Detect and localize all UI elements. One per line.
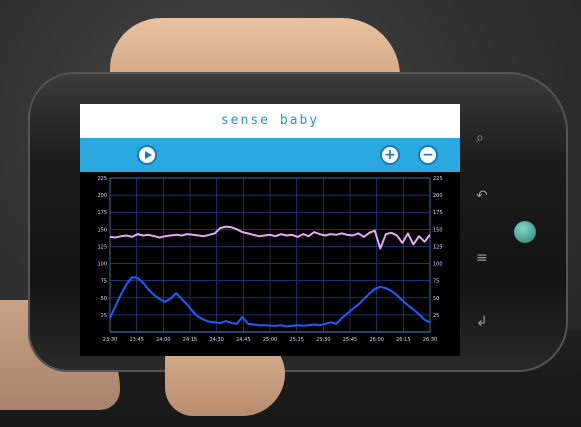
x-tick-label: 26:00 (369, 337, 383, 343)
back-icon[interactable]: ↶ (476, 188, 488, 204)
y-tick-label-left: 175 (97, 210, 107, 216)
y-tick-label-right: 100 (433, 262, 443, 268)
y-tick-label-right: 25 (433, 313, 439, 319)
home-icon[interactable]: ↲ (476, 314, 488, 330)
y-tick-label-left: 50 (101, 296, 107, 302)
zoom-in-button[interactable]: + (380, 145, 400, 165)
y-tick-label-right: 150 (433, 227, 443, 233)
y-tick-label-right: 50 (433, 296, 439, 302)
play-icon (145, 151, 152, 159)
hardware-softkeys: ⌕ ↶ ≡ ↲ (470, 118, 500, 338)
x-tick-label: 25:15 (289, 337, 303, 343)
app-logo: sense baby (221, 113, 319, 128)
y-tick-label-left: 150 (97, 227, 107, 233)
zoom-out-icon: − (422, 147, 434, 163)
menu-icon[interactable]: ≡ (476, 250, 488, 266)
x-tick-label: 25:45 (343, 337, 357, 343)
chart-panel[interactable]: 225 225 200 200 175 175 150 150 125 125 100 100 75 75… (80, 172, 460, 356)
x-tick-label: 24:00 (156, 337, 170, 343)
brand-text: sense baby (220, 113, 320, 128)
y-tick-label-left: 200 (97, 193, 107, 199)
app-toolbar: + − (80, 138, 460, 172)
y-tick-label-right: 175 (433, 210, 443, 216)
series-line-lower (109, 276, 431, 328)
x-tick-label: 24:15 (183, 337, 197, 343)
series-line-upper (109, 225, 431, 250)
x-tick-label: 24:45 (236, 337, 250, 343)
phone-screen: sense baby + − 225 225 200 200 175 175 150 150 1… (80, 104, 460, 356)
x-tick-label: 23:30 (103, 337, 117, 343)
play-button[interactable] (137, 145, 157, 165)
y-tick-label-left: 100 (97, 262, 107, 268)
y-tick-label-right: 225 (433, 176, 443, 182)
line-chart: 225 225 200 200 175 175 150 150 125 125 100 100 75 75… (97, 176, 443, 343)
y-tick-label-left: 125 (97, 244, 107, 250)
y-tick-label-left: 225 (97, 176, 107, 182)
y-tick-label-right: 200 (433, 193, 443, 199)
x-tick-label: 25:30 (316, 337, 330, 343)
zoom-out-button[interactable]: − (418, 145, 438, 165)
x-tick-label: 26:15 (396, 337, 410, 343)
zoom-in-icon: + (384, 147, 396, 163)
x-tick-label: 24:30 (209, 337, 223, 343)
search-icon[interactable]: ⌕ (476, 130, 484, 146)
app-header: sense baby (80, 104, 460, 138)
y-tick-label-right: 125 (433, 244, 443, 250)
trackball[interactable] (514, 221, 536, 243)
x-tick-label: 23:45 (129, 337, 143, 343)
x-tick-label: 26:30 (423, 337, 437, 343)
x-tick-label: 25:00 (263, 337, 277, 343)
y-tick-label-right: 75 (433, 279, 439, 285)
y-tick-label-left: 75 (101, 279, 107, 285)
y-tick-label-left: 25 (101, 313, 107, 319)
